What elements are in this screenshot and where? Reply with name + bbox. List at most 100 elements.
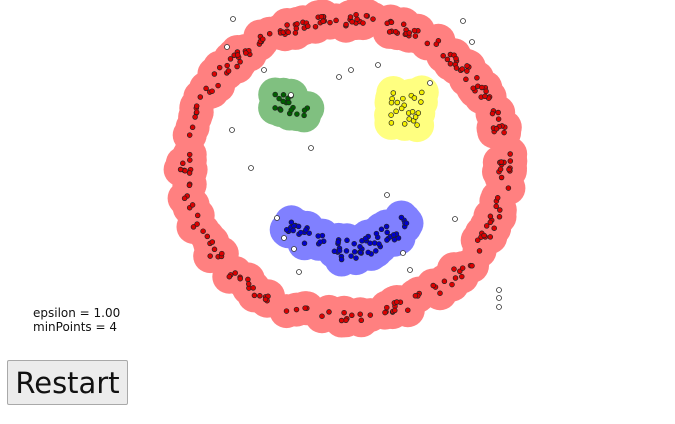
restart-button[interactable]: Restart xyxy=(7,360,128,405)
data-point xyxy=(181,195,188,202)
data-point xyxy=(487,213,494,220)
data-point xyxy=(180,160,186,167)
data-point xyxy=(251,292,258,299)
data-point xyxy=(192,114,198,120)
data-point xyxy=(237,59,243,65)
data-point xyxy=(182,168,188,174)
data-point xyxy=(280,92,287,98)
min-points-label: minPoints = 4 xyxy=(33,320,117,334)
data-point xyxy=(384,237,390,243)
data-point xyxy=(383,223,390,230)
data-point xyxy=(415,110,422,116)
data-point xyxy=(297,229,304,236)
noise-point xyxy=(427,80,433,86)
data-point xyxy=(491,225,497,231)
cluster-halos xyxy=(163,0,528,338)
data-point xyxy=(362,235,369,242)
data-point xyxy=(338,256,345,263)
data-point xyxy=(262,296,269,303)
data-point xyxy=(444,56,451,63)
noise-point xyxy=(229,127,235,133)
data-point xyxy=(219,250,225,257)
data-point xyxy=(186,132,193,138)
data-point xyxy=(305,23,311,29)
data-point xyxy=(186,170,193,176)
data-point xyxy=(317,239,323,245)
data-point xyxy=(498,174,505,181)
noise-point xyxy=(407,267,413,273)
data-point xyxy=(392,29,399,35)
data-point xyxy=(474,75,480,81)
data-point xyxy=(232,270,238,276)
data-point xyxy=(437,290,443,296)
data-point xyxy=(419,89,425,96)
data-point xyxy=(353,11,359,18)
data-point xyxy=(186,151,193,158)
data-point xyxy=(341,309,347,316)
data-point xyxy=(505,185,512,191)
data-point xyxy=(459,273,465,280)
data-point xyxy=(225,68,232,74)
data-point xyxy=(224,62,230,69)
data-point xyxy=(207,253,213,259)
data-point xyxy=(303,227,309,233)
noise-point xyxy=(281,235,287,241)
data-point xyxy=(392,307,398,314)
data-point xyxy=(497,166,504,172)
noise-point xyxy=(496,304,502,310)
data-point xyxy=(367,312,374,318)
data-point xyxy=(349,19,355,25)
data-point xyxy=(463,76,469,83)
data-point xyxy=(430,282,436,289)
data-point xyxy=(187,157,193,163)
data-point xyxy=(250,285,256,291)
data-point xyxy=(338,317,345,324)
data-point xyxy=(227,56,234,62)
data-point xyxy=(406,116,412,122)
data-point xyxy=(203,85,209,92)
data-point xyxy=(318,13,325,20)
data-point xyxy=(449,281,455,288)
data-point xyxy=(507,151,513,157)
data-point xyxy=(234,52,241,58)
data-point xyxy=(498,159,505,165)
data-point xyxy=(194,212,201,219)
data-point xyxy=(405,307,411,313)
data-point xyxy=(344,237,350,244)
data-point xyxy=(447,61,454,67)
data-point xyxy=(257,293,263,299)
noise-point xyxy=(224,44,230,50)
data-point xyxy=(349,312,355,319)
data-point xyxy=(216,64,223,71)
data-point xyxy=(469,263,475,269)
data-point xyxy=(483,223,490,229)
data-point xyxy=(400,95,406,102)
data-point xyxy=(398,105,405,112)
parameter-readout: epsilon = 1.00 minPoints = 4 xyxy=(33,306,120,334)
data-point xyxy=(384,304,390,311)
data-point xyxy=(211,246,218,253)
data-point xyxy=(464,63,470,69)
data-point xyxy=(479,84,485,91)
data-point xyxy=(412,114,419,120)
data-point xyxy=(326,309,332,315)
data-point xyxy=(288,219,295,226)
data-point xyxy=(459,66,465,72)
data-point xyxy=(464,68,470,74)
data-point xyxy=(418,99,424,105)
data-point xyxy=(294,111,300,117)
data-point xyxy=(493,203,499,210)
data-point xyxy=(497,207,503,213)
data-point xyxy=(290,227,296,234)
data-point xyxy=(186,182,193,189)
data-point xyxy=(354,16,360,22)
data-point xyxy=(451,266,457,272)
data-point xyxy=(193,103,200,109)
data-point xyxy=(277,107,284,113)
data-point xyxy=(489,110,496,117)
noise-point xyxy=(400,250,406,256)
data-point xyxy=(384,229,390,236)
data-point xyxy=(331,248,338,255)
data-point xyxy=(474,237,481,243)
